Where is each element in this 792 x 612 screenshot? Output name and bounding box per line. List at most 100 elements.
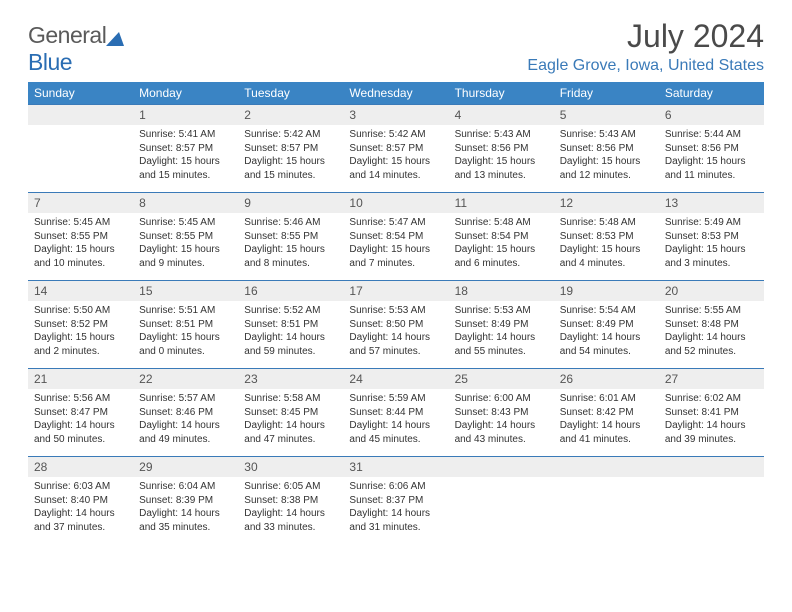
day-cell: 8Sunrise: 5:45 AMSunset: 8:55 PMDaylight… bbox=[133, 193, 238, 281]
dow-tuesday: Tuesday bbox=[238, 82, 343, 105]
sunset-line: Sunset: 8:56 PM bbox=[455, 143, 529, 154]
day-info: Sunrise: 5:43 AMSunset: 8:56 PMDaylight:… bbox=[554, 125, 659, 188]
day-number: 31 bbox=[343, 457, 448, 477]
day-cell: 25Sunrise: 6:00 AMSunset: 8:43 PMDayligh… bbox=[449, 369, 554, 457]
sunset-line: Sunset: 8:55 PM bbox=[244, 231, 318, 242]
sunset-line: Sunset: 8:44 PM bbox=[349, 407, 423, 418]
sunrise-line: Sunrise: 5:53 AM bbox=[455, 305, 531, 316]
day-cell: 6Sunrise: 5:44 AMSunset: 8:56 PMDaylight… bbox=[659, 105, 764, 193]
daylight-line: Daylight: 15 hours and 3 minutes. bbox=[665, 244, 746, 269]
daylight-line: Daylight: 15 hours and 0 minutes. bbox=[139, 332, 220, 357]
day-number: 19 bbox=[554, 281, 659, 301]
sunset-line: Sunset: 8:54 PM bbox=[349, 231, 423, 242]
dow-sunday: Sunday bbox=[28, 82, 133, 105]
day-number: 7 bbox=[28, 193, 133, 213]
sunrise-line: Sunrise: 5:42 AM bbox=[349, 129, 425, 140]
day-info: Sunrise: 5:53 AM Sunset: 8:49 PM Daylight:… bbox=[449, 301, 554, 364]
sunrise-line: Sunrise: 5:59 AM bbox=[349, 393, 425, 404]
daylight-line: Daylight: 14 hours and 55 minutes. bbox=[455, 332, 536, 357]
day-info: Sunrise: 5:57 AMSunset: 8:46 PMDaylight:… bbox=[133, 389, 238, 452]
day-number: 14 bbox=[28, 281, 133, 301]
sunrise-line: Sunrise: 6:02 AM bbox=[665, 393, 741, 404]
day-cell: 17Sunrise: 5:53 AMSunset: 8:50 PMDayligh… bbox=[343, 281, 448, 369]
day-cell: 3Sunrise: 5:42 AMSunset: 8:57 PMDaylight… bbox=[343, 105, 448, 193]
day-info: Sunrise: 5:41 AMSunset: 8:57 PMDaylight:… bbox=[133, 125, 238, 188]
empty-day-number bbox=[554, 457, 659, 477]
sunset-line: Sunset: 8:42 PM bbox=[560, 407, 634, 418]
sunrise-line: Sunrise: 5:52 AM bbox=[244, 305, 320, 316]
day-info: Sunrise: 5:44 AMSunset: 8:56 PMDaylight:… bbox=[659, 125, 764, 188]
day-info: Sunrise: 5:59 AMSunset: 8:44 PMDaylight:… bbox=[343, 389, 448, 452]
sunset-line: Sunset: 8:43 PM bbox=[455, 407, 529, 418]
sunset-line: Sunset: 8:41 PM bbox=[665, 407, 739, 418]
day-info: Sunrise: 5:56 AMSunset: 8:47 PMDaylight:… bbox=[28, 389, 133, 452]
sunset-line: Sunset: 8:56 PM bbox=[560, 143, 634, 154]
daylight-line: Daylight: 14 hours and 47 minutes. bbox=[244, 420, 325, 445]
day-cell: 11Sunrise: 5:48 AMSunset: 8:54 PMDayligh… bbox=[449, 193, 554, 281]
day-number: 5 bbox=[554, 105, 659, 125]
day-info: Sunrise: 5:46 AMSunset: 8:55 PMDaylight:… bbox=[238, 213, 343, 276]
sunset-line: Sunset: 8:54 PM bbox=[455, 231, 529, 242]
day-cell: 12Sunrise: 5:48 AMSunset: 8:53 PMDayligh… bbox=[554, 193, 659, 281]
sunrise-line: Sunrise: 6:00 AM bbox=[455, 393, 531, 404]
day-info: Sunrise: 6:05 AMSunset: 8:38 PMDaylight:… bbox=[238, 477, 343, 540]
day-number: 20 bbox=[659, 281, 764, 301]
empty-day-number bbox=[28, 105, 133, 125]
day-number: 16 bbox=[238, 281, 343, 301]
sunrise-line: Sunrise: 5:45 AM bbox=[34, 217, 110, 228]
logo-part1: General bbox=[28, 22, 106, 48]
day-number: 1 bbox=[133, 105, 238, 125]
sunrise-line: Sunrise: 5:41 AM bbox=[139, 129, 215, 140]
daylight-line: Daylight: 14 hours and 50 minutes. bbox=[34, 420, 115, 445]
daylight-line: Daylight: 15 hours and 6 minutes. bbox=[455, 244, 536, 269]
empty-day-number bbox=[659, 457, 764, 477]
daylight-line: Daylight: 15 hours and 15 minutes. bbox=[139, 156, 220, 181]
daylight-line: Daylight: 14 hours and 54 minutes. bbox=[560, 332, 641, 357]
sunset-line: Sunset: 8:40 PM bbox=[34, 495, 108, 506]
location: Eagle Grove, Iowa, United States bbox=[527, 57, 764, 75]
day-cell: 9Sunrise: 5:46 AMSunset: 8:55 PMDaylight… bbox=[238, 193, 343, 281]
daylight-line: Daylight: 15 hours and 11 minutes. bbox=[665, 156, 746, 181]
daylight-line: Daylight: 15 hours and 9 minutes. bbox=[139, 244, 220, 269]
sunset-line: Sunset: 8:49 PM bbox=[455, 319, 529, 330]
day-cell: 22Sunrise: 5:57 AMSunset: 8:46 PMDayligh… bbox=[133, 369, 238, 457]
day-cell: 16Sunrise: 5:52 AMSunset: 8:51 PMDayligh… bbox=[238, 281, 343, 369]
day-number: 13 bbox=[659, 193, 764, 213]
sunset-line: Sunset: 8:51 PM bbox=[139, 319, 213, 330]
day-number: 17 bbox=[343, 281, 448, 301]
logo: General Blue bbox=[28, 22, 124, 76]
week-row: 28Sunrise: 6:03 AMSunset: 8:40 PMDayligh… bbox=[28, 457, 764, 545]
day-number: 23 bbox=[238, 369, 343, 389]
day-info: Sunrise: 5:55 AMSunset: 8:48 PMDaylight:… bbox=[659, 301, 764, 364]
sunrise-line: Sunrise: 5:50 AM bbox=[34, 305, 110, 316]
sunset-line: Sunset: 8:37 PM bbox=[349, 495, 423, 506]
day-info: Sunrise: 5:49 AMSunset: 8:53 PMDaylight:… bbox=[659, 213, 764, 276]
daylight-line: Daylight: 15 hours and 14 minutes. bbox=[349, 156, 430, 181]
day-number: 26 bbox=[554, 369, 659, 389]
day-number: 22 bbox=[133, 369, 238, 389]
day-cell bbox=[554, 457, 659, 545]
sunset-line: Sunset: 8:57 PM bbox=[244, 143, 318, 154]
sunset-line: Sunset: 8:48 PM bbox=[665, 319, 739, 330]
sunrise-line: Sunrise: 5:42 AM bbox=[244, 129, 320, 140]
sunrise-line: Sunrise: 5:58 AM bbox=[244, 393, 320, 404]
day-cell: 10Sunrise: 5:47 AMSunset: 8:54 PMDayligh… bbox=[343, 193, 448, 281]
sunset-line: Sunset: 8:51 PM bbox=[244, 319, 318, 330]
day-number: 29 bbox=[133, 457, 238, 477]
day-number: 15 bbox=[133, 281, 238, 301]
day-cell: 24Sunrise: 5:59 AMSunset: 8:44 PMDayligh… bbox=[343, 369, 448, 457]
sunrise-line: Sunrise: 5:54 AM bbox=[560, 305, 636, 316]
day-cell: 31Sunrise: 6:06 AMSunset: 8:37 PMDayligh… bbox=[343, 457, 448, 545]
sunset-line: Sunset: 8:38 PM bbox=[244, 495, 318, 506]
day-info: Sunrise: 5:58 AMSunset: 8:45 PMDaylight:… bbox=[238, 389, 343, 452]
empty-day-number bbox=[449, 457, 554, 477]
day-info: Sunrise: 6:06 AMSunset: 8:37 PMDaylight:… bbox=[343, 477, 448, 540]
day-cell: 14Sunrise: 5:50 AMSunset: 8:52 PMDayligh… bbox=[28, 281, 133, 369]
day-info: Sunrise: 5:48 AMSunset: 8:53 PMDaylight:… bbox=[554, 213, 659, 276]
day-number: 25 bbox=[449, 369, 554, 389]
header: General Blue July 2024 Eagle Grove, Iowa… bbox=[28, 18, 764, 76]
day-info: Sunrise: 6:00 AMSunset: 8:43 PMDaylight:… bbox=[449, 389, 554, 452]
sunrise-line: Sunrise: 5:44 AM bbox=[665, 129, 741, 140]
day-cell: 7Sunrise: 5:45 AMSunset: 8:55 PMDaylight… bbox=[28, 193, 133, 281]
sunrise-line: Sunrise: 5:47 AM bbox=[349, 217, 425, 228]
